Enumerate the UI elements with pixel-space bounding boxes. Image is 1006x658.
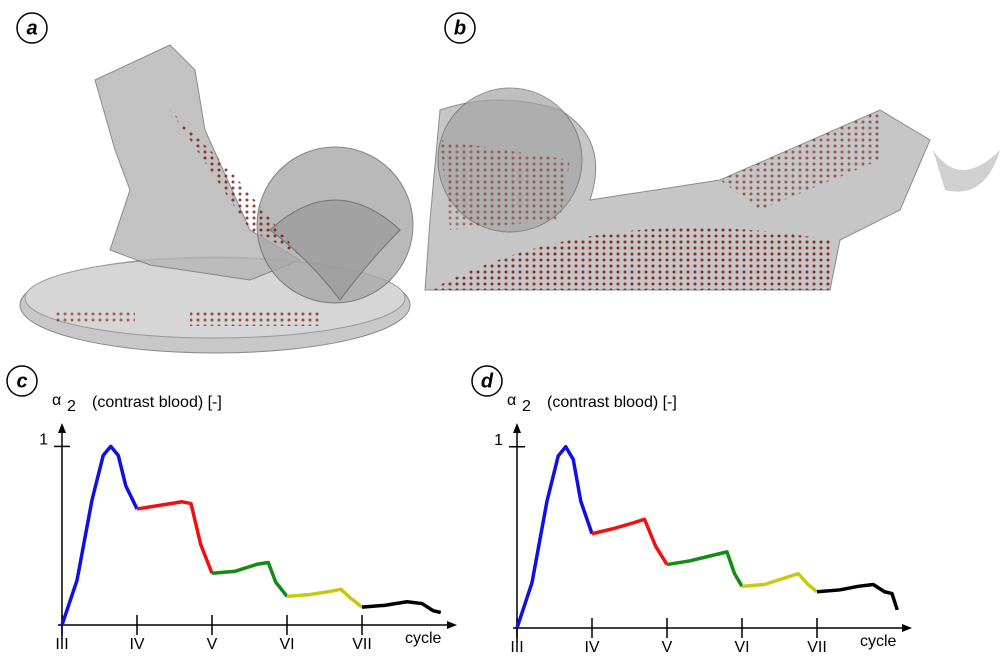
- y-axis-label-unit: (contrast blood) [-]: [547, 394, 677, 411]
- x-tick-label: VI: [734, 639, 749, 656]
- y-axis-label: α: [507, 392, 516, 409]
- y-axis-arrow: [513, 423, 521, 433]
- x-tick-label: V: [207, 636, 218, 653]
- data-line: [212, 563, 287, 597]
- data-line: [742, 574, 817, 592]
- panel-label: a: [26, 17, 37, 39]
- data-line: [287, 589, 362, 607]
- x-tick-label: IV: [129, 636, 144, 653]
- x-tick-label: IV: [584, 639, 599, 656]
- data-line: [362, 602, 441, 613]
- y-axis-label-unit: (contrast blood) [-]: [92, 394, 222, 411]
- x-tick-label: VII: [352, 636, 372, 653]
- data-line: [817, 585, 897, 610]
- data-line: [667, 552, 742, 586]
- y-axis-arrow: [58, 423, 66, 433]
- y-tick-label: 1: [39, 432, 48, 449]
- data-line: [137, 502, 212, 573]
- render-b: [425, 88, 1000, 290]
- panel-label: d: [481, 370, 494, 392]
- y-axis-label-subscript: 2: [67, 398, 76, 415]
- panel-label: c: [16, 370, 27, 392]
- x-axis-arrow: [902, 624, 912, 632]
- x-tick-label: VII: [807, 639, 827, 656]
- x-tick-label: VI: [279, 636, 294, 653]
- x-axis-label: cycle: [860, 633, 897, 650]
- data-line: [62, 446, 137, 625]
- render-a: [20, 45, 413, 353]
- x-tick-label: III: [510, 639, 523, 656]
- data-line: [592, 519, 667, 564]
- x-axis-arrow: [447, 621, 457, 629]
- y-axis-label: α: [52, 392, 61, 409]
- y-tick-label: 1: [494, 432, 503, 449]
- data-line: [517, 447, 592, 628]
- figure: abcα2(contrast blood) [-]cycle1IIIIVVVIV…: [0, 0, 1006, 658]
- x-tick-label: III: [55, 636, 68, 653]
- panel-label: b: [454, 17, 466, 39]
- x-axis-label: cycle: [405, 630, 442, 647]
- x-tick-label: V: [662, 639, 673, 656]
- y-axis-label-subscript: 2: [522, 398, 531, 415]
